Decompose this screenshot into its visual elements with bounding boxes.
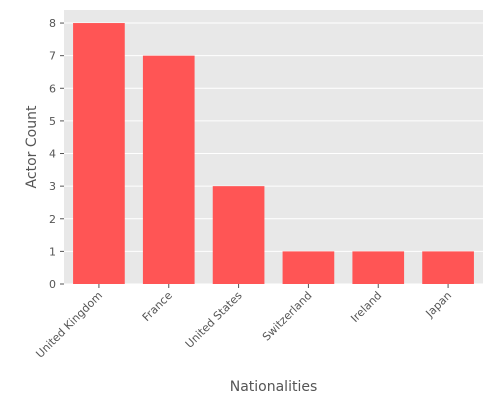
bars xyxy=(73,23,474,285)
grid-lines xyxy=(64,22,483,285)
plot-area xyxy=(64,10,483,284)
y-tick-label: 7 xyxy=(49,50,56,63)
x-axis-title: Nationalities xyxy=(230,379,318,395)
y-tick-label: 1 xyxy=(49,245,56,258)
bar xyxy=(212,186,265,284)
y-tick-label: 8 xyxy=(49,17,56,30)
y-tick-label: 3 xyxy=(49,180,56,193)
x-axis-ticks: United Kingdom France United States Switzer… xyxy=(33,284,454,361)
bar xyxy=(73,23,125,285)
y-tick-label: 0 xyxy=(49,278,56,291)
bar xyxy=(142,55,195,284)
x-tick-label: Japan xyxy=(423,289,455,321)
y-tick-label: 2 xyxy=(49,213,56,226)
bar xyxy=(422,251,474,284)
x-tick-label: United States xyxy=(183,289,245,351)
y-axis-title: Actor Count xyxy=(24,105,40,188)
y-tick-label: 4 xyxy=(49,148,56,161)
x-tick-label: Switzerland xyxy=(260,289,315,344)
y-tick-label: 6 xyxy=(49,82,56,95)
bar xyxy=(282,251,335,284)
x-tick-label: Ireland xyxy=(348,289,384,325)
y-axis-ticks: 0 1 2 3 4 5 6 7 8 xyxy=(49,17,64,291)
x-tick-label: United Kingdom xyxy=(33,289,105,361)
bar xyxy=(352,251,405,284)
y-tick-label: 5 xyxy=(49,115,56,128)
x-tick-label: France xyxy=(140,289,175,324)
